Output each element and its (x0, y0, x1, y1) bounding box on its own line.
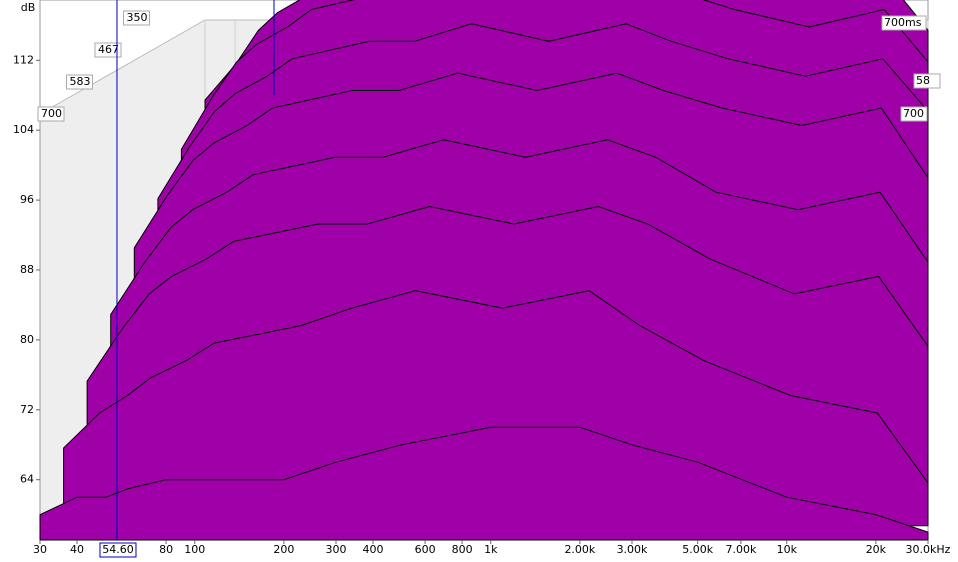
y-tick-label: 88 (20, 263, 34, 276)
x-tick-label: 300 (326, 543, 347, 556)
y-tick-label: 96 (20, 193, 34, 206)
x-tick-label: 3.00k (617, 543, 648, 556)
z-tick-label: 467 (98, 43, 119, 56)
z-tick-label: 700 (41, 107, 62, 120)
y-axis-label: dB (21, 1, 36, 14)
y-tick-label: 72 (20, 403, 34, 416)
x-tick-label: 800 (452, 543, 473, 556)
annotation-box (913, 73, 941, 89)
x-tick-label: 10k (777, 543, 798, 556)
z-label-box (37, 106, 65, 122)
z-label-box (66, 74, 93, 90)
y-tick-label: 80 (20, 333, 34, 346)
x-tick-label: 20k (866, 543, 887, 556)
x-tick-label: 100 (184, 543, 205, 556)
cursor-label: 54.60 (102, 543, 134, 556)
annotation-box (881, 15, 927, 31)
annotation-box (900, 106, 928, 122)
annotation: 700 (903, 107, 924, 120)
x-tick-label: 400 (362, 543, 383, 556)
z-label-box (123, 10, 150, 26)
x-tick-label: 1k (484, 543, 498, 556)
x-tick-label: 30.0kHz (906, 543, 951, 556)
z-tick-label: 350 (127, 11, 148, 24)
y-tick-label: 112 (13, 53, 34, 66)
x-tick-label: 30 (33, 543, 47, 556)
y-tick-label: 64 (20, 473, 34, 486)
annotation: 700ms (884, 16, 922, 29)
x-tick-label: 2.00k (564, 543, 595, 556)
waterfall-slice (63, 290, 929, 527)
z-label-box (94, 42, 122, 58)
waterfall-slice (39, 426, 929, 541)
x-tick-label: 7.00k (725, 543, 756, 556)
x-tick-label: 40 (70, 543, 84, 556)
x-tick-label: 600 (415, 543, 436, 556)
x-tick-label: 80 (159, 543, 173, 556)
z-tick-label: 583 (70, 75, 91, 88)
x-tick-label: 5.00k (682, 543, 713, 556)
x-tick-label: 200 (273, 543, 294, 556)
cursor-box (99, 542, 137, 558)
annotation: 58 (916, 74, 930, 87)
y-tick-label: 104 (13, 123, 34, 136)
